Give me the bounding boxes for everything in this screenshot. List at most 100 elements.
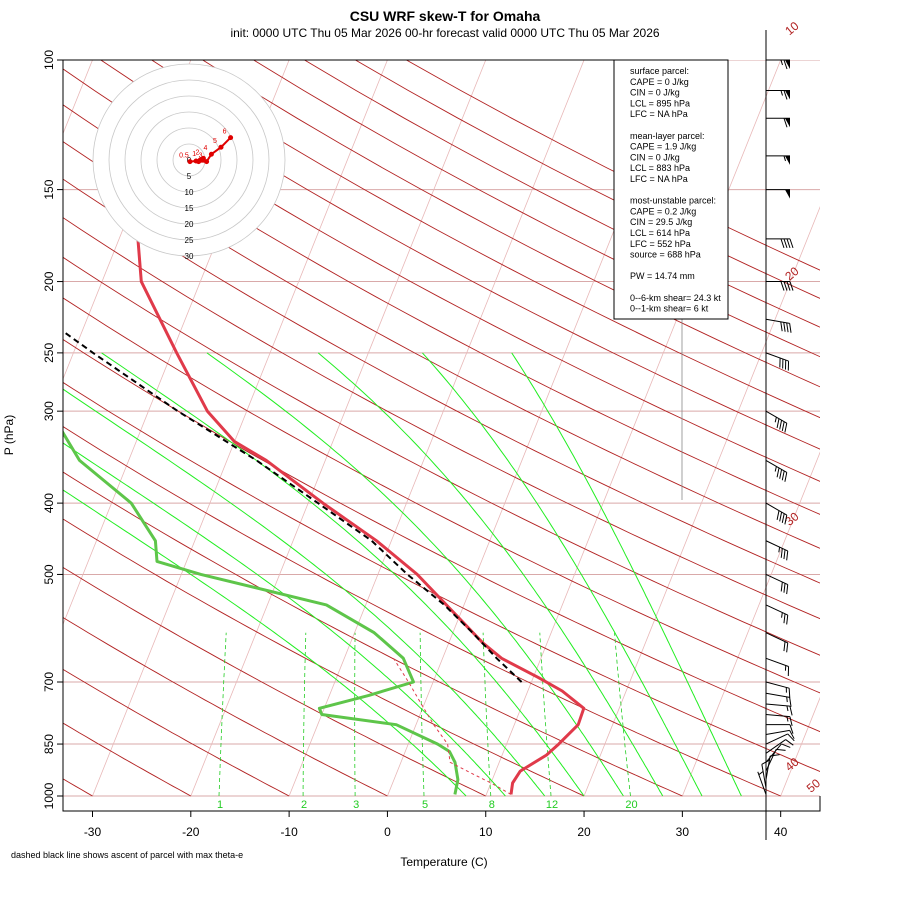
wind-barb — [765, 657, 790, 677]
stats-line: LCL = 614 hPa — [630, 228, 690, 238]
wind-barb — [765, 573, 789, 595]
stats-line: 0--6-km shear= 24.3 kt — [630, 293, 721, 303]
dry-adiabat — [253, 60, 820, 358]
y-tick-label: 1000 — [42, 782, 56, 809]
mixing-ratio-line — [614, 632, 631, 797]
moist-adiabat — [206, 352, 624, 797]
stats-line: most-unstable parcel: — [630, 196, 716, 206]
mixing-ratio-label: 20 — [625, 799, 637, 811]
hodograph-ring — [108, 79, 270, 241]
stats-line: LCL = 883 hPa — [630, 163, 690, 173]
hodograph-ring — [156, 127, 222, 193]
moist-adiabat — [101, 352, 585, 797]
mixing-ratio-line — [302, 632, 307, 796]
wind-barb — [765, 632, 789, 653]
isotherm-label: 10 — [782, 19, 801, 39]
hodograph-ring — [124, 95, 254, 225]
stats-line: 0--1-km shear= 6 kt — [630, 304, 709, 314]
x-axis: -30 -20 -10 0 10 20 30 40 — [84, 811, 788, 839]
hodograph-ring-label: 30 — [185, 252, 194, 261]
y-tick-label: 500 — [42, 564, 56, 584]
x-tick-label: 10 — [479, 825, 493, 839]
x-axis-label: Temperature (C) — [400, 855, 487, 869]
stats-box-frame — [613, 59, 729, 320]
y-tick-label: 200 — [42, 271, 56, 291]
mixing-ratio-line — [482, 632, 492, 797]
dry-adiabat — [63, 668, 290, 797]
y-tick-label: 400 — [42, 493, 56, 513]
hodograph-point — [228, 135, 234, 141]
dry-adiabat — [63, 339, 820, 733]
moist-adiabat — [63, 489, 467, 797]
wind-barb — [765, 739, 794, 754]
stats-line: LFC = NA hPa — [630, 174, 688, 184]
isotherm-label: 50 — [804, 776, 823, 796]
isotherm-label: 20 — [782, 264, 801, 284]
hodograph-point — [187, 159, 193, 165]
hodograph-ring-label: 5 — [187, 172, 192, 181]
dry-adiabat — [63, 217, 820, 620]
stats-line: PW = 14.74 mm — [630, 271, 695, 281]
dry-adiabat — [63, 297, 820, 694]
stats-line: LFC = NA hPa — [630, 109, 688, 119]
moist-adiabat — [63, 388, 546, 797]
chart-title: CSU WRF skew-T for Omaha — [350, 8, 541, 24]
y-axis-label: P (hPa) — [2, 415, 16, 455]
wind-barb — [757, 771, 767, 795]
wind-barb — [766, 281, 794, 291]
wind-barb — [765, 692, 792, 707]
y-tick-label: 300 — [42, 401, 56, 421]
hodograph-point-label: 6 — [223, 129, 227, 136]
isotherm-line — [681, 451, 820, 797]
stats-line: CIN = 0 J/kg — [630, 152, 680, 162]
y-tick-label: 100 — [42, 50, 56, 70]
wind-barb — [766, 59, 790, 70]
stats-line: CAPE = 0.2 J/kg — [630, 206, 696, 216]
hodograph-point-label: 5 — [213, 138, 217, 145]
wind-barb — [766, 189, 790, 199]
hodograph-ring-label: 10 — [185, 188, 194, 197]
stats-line: CIN = 0 J/kg — [630, 88, 680, 98]
dry-adiabats — [63, 60, 820, 797]
stats-line: CIN = 29.5 J/kg — [630, 217, 692, 227]
x-tick-label: 20 — [577, 825, 591, 839]
wind-barb — [765, 410, 788, 433]
x-tick-label: 30 — [676, 825, 690, 839]
stats-line: CAPE = 1.9 J/kg — [630, 142, 696, 152]
x-tick-label: 0 — [384, 825, 391, 839]
isotherm-label: 30 — [782, 509, 801, 529]
dry-adiabat — [304, 60, 820, 328]
wind-barb — [765, 502, 788, 525]
wind-barb — [765, 714, 793, 726]
stats-line: surface parcel: — [630, 66, 689, 76]
hodograph-ring-label: 15 — [185, 204, 194, 213]
wind-barb — [765, 540, 789, 561]
dry-adiabat — [63, 141, 820, 549]
x-tick-label: 40 — [774, 825, 788, 839]
moist-adiabat — [511, 352, 742, 797]
mixing-ratio-label: 2 — [301, 799, 307, 811]
dry-adiabat — [100, 60, 820, 450]
hodograph-point — [196, 159, 202, 165]
hodograph-ring-label: 25 — [185, 236, 194, 245]
dry-adiabat — [63, 381, 820, 772]
y-tick-label: 150 — [42, 179, 56, 199]
y-tick-label: 850 — [42, 734, 56, 754]
wind-barb — [765, 352, 790, 371]
stats-line: CAPE = 0 J/kg — [630, 77, 689, 87]
y-tick-label: 250 — [42, 343, 56, 363]
hodograph-point — [218, 144, 224, 150]
x-tick-label: -20 — [182, 825, 200, 839]
x-tick-label: -30 — [84, 825, 102, 839]
wind-barb — [765, 460, 788, 482]
wind-barb — [765, 729, 795, 739]
y-tick-label: 700 — [42, 672, 56, 692]
temperature-trace — [132, 75, 586, 795]
isotherm-line — [92, 60, 388, 797]
dry-adiabat — [63, 722, 192, 797]
hodograph-point-label: 0.5 — [179, 153, 189, 160]
mixing-ratio-label: 1 — [217, 799, 223, 811]
isotherm-line — [780, 696, 820, 797]
